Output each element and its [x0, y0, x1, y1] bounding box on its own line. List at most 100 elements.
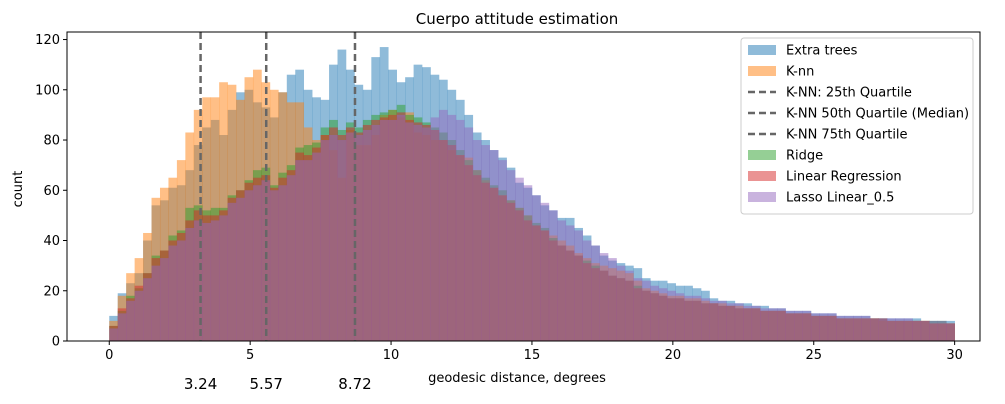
quartile-value-label: 3.24: [184, 375, 217, 393]
bar: [312, 152, 321, 341]
bar: [912, 320, 922, 341]
x-tick-label: 25: [805, 348, 822, 363]
bar: [582, 240, 592, 341]
bar: [320, 140, 330, 341]
bar: [878, 318, 888, 341]
bar: [236, 197, 245, 341]
bar: [193, 220, 203, 341]
bar: [624, 270, 634, 341]
legend-label: Linear Regression: [786, 170, 902, 185]
bar: [844, 315, 854, 341]
bar: [937, 320, 947, 341]
bar: [760, 308, 769, 341]
bar: [438, 109, 448, 341]
bar: [185, 227, 195, 341]
bar: [633, 278, 643, 341]
bar: [134, 290, 144, 341]
legend-swatch: [748, 45, 776, 55]
legend-label: Ridge: [786, 149, 823, 164]
bar: [946, 323, 955, 341]
bar: [650, 285, 660, 341]
x-tick-label: 30: [946, 348, 963, 363]
y-tick-label: 0: [52, 335, 60, 350]
x-tick-label: 5: [246, 348, 254, 363]
bar: [599, 253, 609, 341]
bar: [303, 160, 313, 341]
bar: [159, 258, 169, 341]
bar: [667, 290, 676, 341]
bar: [261, 180, 271, 341]
bar: [658, 288, 668, 341]
bar: [903, 318, 913, 341]
bar: [616, 265, 626, 341]
x-tick-label: 20: [665, 348, 682, 363]
bar: [126, 300, 135, 341]
quartile-value-label: 5.57: [250, 375, 283, 393]
bar: [751, 305, 761, 341]
y-tick-label: 120: [35, 33, 60, 48]
legend-label: K-NN 75th Quartile: [786, 128, 908, 143]
bar: [853, 315, 862, 341]
bar: [709, 300, 719, 341]
bar: [286, 175, 296, 341]
bar: [269, 190, 279, 341]
chart-title: Cuerpo attitude estimation: [416, 10, 619, 28]
quartile-value-label: 8.72: [338, 375, 371, 393]
bar: [345, 132, 355, 341]
bar: [489, 150, 499, 341]
bar: [836, 315, 846, 341]
bar: [498, 160, 507, 341]
plot-frame: [66, 31, 981, 342]
legend-swatch: [748, 66, 776, 76]
bar: [422, 127, 431, 342]
bar: [870, 318, 879, 341]
bar: [202, 222, 212, 341]
bar: [481, 145, 490, 341]
bar: [354, 135, 364, 341]
y-tick-label: 100: [35, 83, 60, 98]
bar: [692, 295, 702, 341]
bar: [540, 202, 550, 341]
y-axis: 0 20 40 60 80 100 120: [35, 33, 67, 350]
bar: [515, 177, 524, 341]
bar: [362, 129, 372, 341]
bar: [684, 295, 693, 341]
bar: [641, 280, 651, 341]
bar: [252, 185, 262, 341]
bar: [675, 293, 685, 341]
legend-swatch: [748, 192, 776, 202]
bar: [295, 160, 305, 341]
legend-label: Lasso Linear_0.5: [786, 191, 894, 206]
bar: [557, 220, 567, 341]
x-tick-label: 0: [105, 348, 113, 363]
bar: [337, 140, 347, 341]
bar: [608, 258, 617, 341]
bar: [827, 313, 837, 341]
bar: [396, 114, 406, 341]
legend: Extra trees K-nn K-NN: 25th Quartile K-NN 5…: [740, 37, 974, 215]
bar: [447, 114, 457, 341]
histogram-bars: [109, 47, 955, 342]
y-tick-label: 20: [43, 284, 60, 299]
bar: [887, 318, 896, 341]
legend-label: K-NN: 25th Quartile: [786, 86, 912, 101]
bar: [379, 119, 389, 342]
x-axis: 0 5 10 15 20 25 30: [105, 341, 963, 363]
bar: [929, 320, 939, 341]
bar: [388, 119, 397, 342]
bar: [151, 265, 161, 341]
bar: [464, 127, 474, 342]
legend-box: [740, 37, 974, 215]
bar: [591, 245, 600, 341]
bar: [405, 122, 414, 341]
bar: [472, 140, 482, 341]
bar: [920, 320, 930, 341]
bar: [278, 185, 288, 341]
bar: [117, 313, 127, 341]
bar: [413, 124, 423, 341]
bar: [810, 313, 820, 341]
bar: [701, 298, 710, 341]
legend-label: Extra trees: [786, 44, 858, 59]
bar: [430, 117, 440, 341]
bar: [244, 190, 254, 341]
